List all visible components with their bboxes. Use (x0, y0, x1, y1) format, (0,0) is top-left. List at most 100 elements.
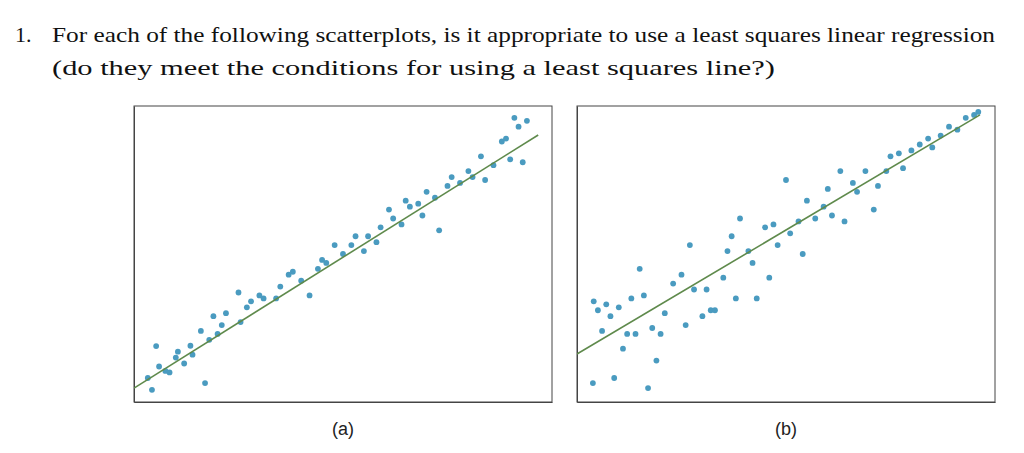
point (149, 387, 155, 393)
point (361, 248, 367, 254)
point (223, 310, 229, 316)
point (754, 296, 760, 302)
point (466, 168, 472, 174)
point (348, 242, 354, 248)
plot-frame (134, 106, 552, 402)
point (608, 313, 614, 319)
plot-area (134, 115, 538, 393)
point (624, 331, 630, 337)
point (775, 242, 781, 248)
point (842, 219, 848, 225)
point (236, 290, 242, 296)
point (670, 281, 676, 287)
point (766, 275, 772, 281)
regression-line (134, 135, 538, 388)
point (445, 183, 451, 189)
point (290, 269, 296, 275)
point (804, 198, 810, 204)
point (478, 153, 484, 159)
point (603, 301, 609, 307)
point (323, 260, 329, 266)
point (733, 296, 739, 302)
point (277, 284, 283, 290)
point (963, 115, 969, 121)
point (975, 109, 981, 115)
point (511, 115, 517, 121)
point (436, 227, 442, 233)
point (524, 118, 530, 124)
question-line: For each of the following scatterplots, … (52, 22, 995, 47)
point (415, 201, 421, 207)
point (420, 213, 426, 219)
point (620, 346, 626, 352)
point (662, 310, 668, 316)
point (712, 307, 718, 313)
point (863, 168, 869, 174)
point (616, 304, 622, 310)
point (507, 156, 513, 162)
point (683, 322, 689, 328)
point (737, 216, 743, 222)
point (503, 136, 509, 142)
chart-title: (b) (775, 419, 797, 439)
point (386, 207, 392, 213)
point (917, 142, 923, 148)
point (787, 230, 793, 236)
point (378, 224, 384, 230)
question-line: (do they meet the conditions for using a… (52, 55, 775, 80)
point (729, 233, 735, 239)
point (649, 325, 655, 331)
point (424, 189, 430, 195)
point (353, 233, 359, 239)
point (365, 233, 371, 239)
point (645, 385, 651, 391)
point (725, 248, 731, 254)
point (520, 159, 526, 165)
point (173, 355, 179, 361)
point (633, 331, 639, 337)
point (700, 313, 706, 319)
point (837, 168, 843, 174)
point (925, 136, 931, 142)
point (219, 322, 225, 328)
point (628, 296, 634, 302)
point (783, 177, 789, 183)
chart-title: (a) (332, 419, 354, 439)
point (332, 242, 338, 248)
point (641, 293, 647, 299)
point (691, 287, 697, 293)
point (307, 293, 313, 299)
page: 1. For each of the following scatterplots… (0, 0, 1024, 453)
point (407, 204, 413, 210)
point (888, 153, 894, 159)
point (611, 375, 617, 381)
point (403, 198, 409, 204)
point (850, 180, 856, 186)
point (390, 216, 396, 222)
point (599, 328, 605, 334)
point (750, 260, 756, 266)
point (175, 349, 181, 355)
point (482, 177, 488, 183)
regression-line (577, 115, 980, 354)
point (188, 343, 194, 349)
point (654, 358, 660, 364)
point (591, 298, 597, 304)
point (248, 298, 254, 304)
chart (134, 106, 553, 403)
point (704, 287, 710, 293)
point (946, 124, 952, 130)
point (687, 242, 693, 248)
point (153, 343, 159, 349)
point (800, 251, 806, 257)
point (449, 174, 455, 180)
question-number: 1. (15, 22, 32, 47)
point (929, 145, 935, 151)
point (516, 124, 522, 130)
point (198, 328, 204, 334)
point (829, 213, 835, 219)
point (771, 222, 777, 228)
point (896, 150, 902, 156)
chart (577, 106, 996, 403)
point (156, 364, 162, 370)
